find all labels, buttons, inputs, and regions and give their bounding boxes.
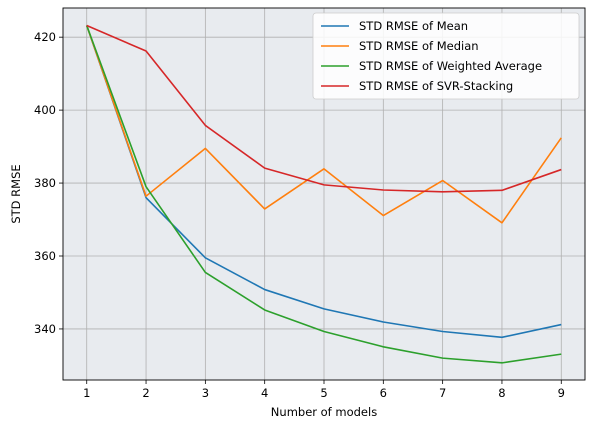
series-line-3 <box>85 25 562 364</box>
series-line-4 <box>86 24 562 193</box>
y-tick-label: 380 <box>34 176 56 190</box>
legend-label: STD RMSE of Mean <box>359 19 468 33</box>
y-tick-label: 400 <box>34 103 56 117</box>
x-tick-label: 1 <box>83 386 90 400</box>
x-tick-label: 7 <box>439 386 446 400</box>
x-tick-label: 5 <box>320 386 327 400</box>
series-line-1 <box>85 25 562 339</box>
series-lines <box>85 24 562 364</box>
x-tick-label: 6 <box>380 386 387 400</box>
x-tick-label: 4 <box>261 386 268 400</box>
y-axis-ticks: 340 360 380 400 420 <box>34 30 63 336</box>
x-tick-label: 9 <box>558 386 565 400</box>
legend-label: STD RMSE of Median <box>359 39 479 53</box>
x-axis-label: Number of models <box>271 405 377 419</box>
y-tick-label: 360 <box>34 249 56 263</box>
x-tick-label: 8 <box>498 386 505 400</box>
y-tick-label: 420 <box>34 30 56 44</box>
legend-label: STD RMSE of Weighted Average <box>359 59 542 73</box>
y-tick-label: 340 <box>34 322 56 336</box>
series-line-2 <box>85 25 562 224</box>
x-tick-label: 2 <box>142 386 149 400</box>
legend-box <box>312 12 580 100</box>
x-tick-label: 3 <box>202 386 209 400</box>
legend: STD RMSE of Mean STD RMSE of Median STD RM… <box>312 12 580 100</box>
x-axis-ticks: 1 2 3 4 5 6 7 8 9 <box>83 380 565 400</box>
legend-label: STD RMSE of SVR-Stacking <box>359 79 513 93</box>
y-axis-label: STD RMSE <box>9 164 23 223</box>
